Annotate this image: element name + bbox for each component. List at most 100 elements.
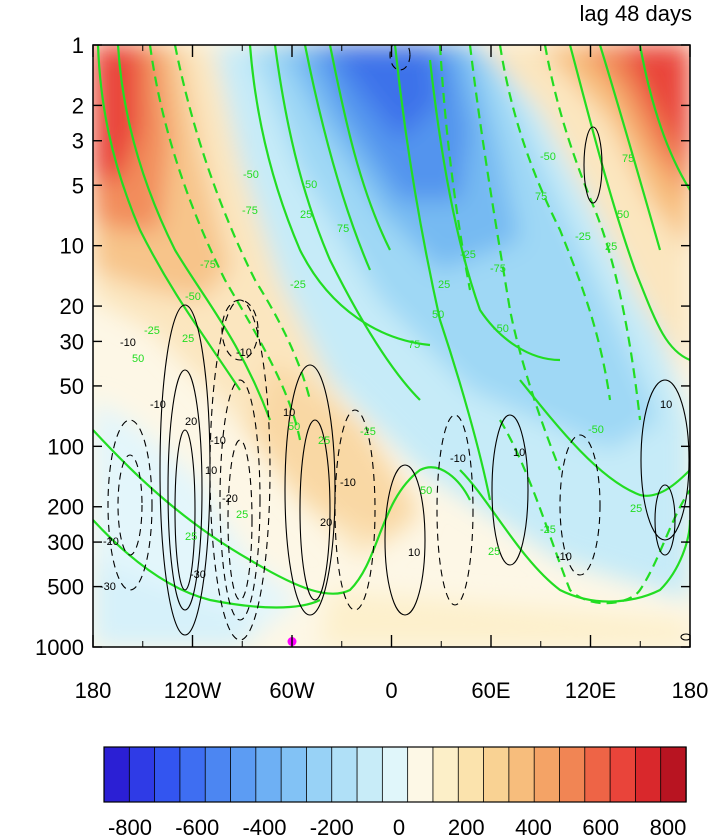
green-contour-label: 50 <box>420 485 432 497</box>
green-contour-line <box>273 45 421 401</box>
colorbar-swatch <box>634 746 662 803</box>
green-contour-label: -50 <box>243 169 259 181</box>
green-contour-line <box>638 45 690 191</box>
colorbar-swatch <box>331 746 358 803</box>
green-contour-line <box>148 45 302 441</box>
black-label-group: -10 -10 -10 20 -10 10 -20 -20 -30 -30 10… <box>100 337 672 593</box>
plot-area: -75 -50 -25 50 25 -50 -75 50 25 75 -25 7… <box>93 45 690 647</box>
black-contour-label: 20 <box>185 416 197 428</box>
y-tick-label: 500 <box>47 575 84 600</box>
black-contour-label: 20 <box>320 517 332 529</box>
y-tick-label: 3 <box>72 129 84 154</box>
black-contour <box>583 126 603 204</box>
green-contour-label: 25 <box>185 531 197 543</box>
cool-region-bottom <box>93 560 260 647</box>
black-contour-label: -10 <box>210 435 226 447</box>
green-contour-label: 75 <box>337 223 349 235</box>
colorbar-swatch <box>584 746 611 803</box>
colorbar-label: 400 <box>515 815 552 838</box>
warm-region-mid <box>250 360 420 540</box>
colorbar-swatch <box>483 746 510 803</box>
colorbar-swatch <box>128 746 156 803</box>
y-tick-label: 50 <box>60 374 84 399</box>
black-contour <box>174 429 196 591</box>
green-contour-label: 50 <box>305 179 317 191</box>
green-contour-label: 25 <box>488 546 500 558</box>
black-contour-label: -10 <box>450 453 466 465</box>
black-contour <box>384 464 426 616</box>
black-contour <box>491 414 529 566</box>
green-contour-line <box>568 45 690 362</box>
black-contour-label: -10 <box>150 399 166 411</box>
green-contour-label: -25 <box>460 249 476 261</box>
green-contour-line <box>393 45 492 501</box>
y-tick-label: 1 <box>72 33 84 58</box>
colorbar-swatch <box>204 746 232 803</box>
green-contour-line <box>459 469 690 603</box>
warm-region-left-4 <box>93 45 140 180</box>
green-contour-line <box>598 45 662 251</box>
green-contour-line <box>498 45 612 401</box>
colorbar-label: 600 <box>582 815 619 838</box>
x-tick-label: 60E <box>471 678 510 703</box>
green-contour-label: 25 <box>605 241 617 253</box>
x-tick-label: 60W <box>269 678 314 703</box>
black-contour <box>559 434 601 576</box>
y-tick-label: 10 <box>60 234 84 259</box>
green-contour-line <box>173 45 312 401</box>
green-contour-line <box>248 45 431 347</box>
colorbar-swatch <box>660 746 687 803</box>
colorbar-label: 200 <box>448 815 485 838</box>
black-contour <box>167 369 203 611</box>
colorbar-swatch <box>407 746 434 803</box>
green-contour-label: -25 <box>290 279 306 291</box>
green-label-group: -75 -50 -25 50 25 -50 -75 50 25 75 -25 7… <box>132 151 642 558</box>
black-contour-label: -30 <box>100 581 116 593</box>
colorbar-swatch <box>559 746 586 803</box>
green-contour-label: 25 <box>236 509 248 521</box>
green-contour-label: -50 <box>588 424 604 436</box>
x-tick-label: 180 <box>672 678 709 703</box>
green-contour-label: 75 <box>408 339 420 351</box>
black-contours <box>107 45 690 641</box>
green-contour-label: -75 <box>490 263 506 275</box>
green-contour-label: -75 <box>200 259 216 271</box>
green-contour-label: -50 <box>493 323 509 335</box>
colorbar-swatch <box>103 746 131 803</box>
colorbar-label: -400 <box>242 815 286 838</box>
green-contour-label: -50 <box>185 291 201 303</box>
green-contour-line <box>116 45 272 421</box>
black-contour <box>117 454 143 556</box>
green-contour-line <box>93 519 321 609</box>
black-contour <box>221 299 259 361</box>
chart-title: lag 48 days <box>579 1 692 26</box>
black-contour <box>436 414 474 606</box>
black-contour <box>107 419 153 591</box>
black-contour-label: 10 <box>660 399 672 411</box>
cool-region-core-3 <box>330 45 440 140</box>
y-tick-label: 30 <box>60 329 84 354</box>
black-contour-label: 10 <box>205 465 217 477</box>
colorbar-swatch <box>154 746 181 803</box>
x-tick-label: 120E <box>565 678 616 703</box>
colorbar-swatch <box>280 746 308 803</box>
green-contour-label: 25 <box>182 333 194 345</box>
green-contour-label: 25 <box>318 435 330 447</box>
green-contour-label: 75 <box>622 153 634 165</box>
black-contour <box>219 379 261 621</box>
black-contour-label: 10 <box>408 547 420 559</box>
black-contour <box>680 633 690 641</box>
green-contour-label: 50 <box>288 421 300 433</box>
black-contour <box>227 439 253 601</box>
colorbar-label: -200 <box>310 815 354 838</box>
colorbar-swatch <box>179 746 206 803</box>
warm-region-bottom <box>320 590 690 647</box>
colorbar-label: 800 <box>650 815 687 838</box>
colorbar-swatch <box>255 746 282 803</box>
green-contour-line <box>468 45 562 471</box>
green-contour-line <box>328 45 391 251</box>
y-tick-label: 2 <box>72 93 84 118</box>
y-tick-label: 1000 <box>35 635 84 660</box>
y-tick-label: 5 <box>72 173 84 198</box>
black-contour-label: -10 <box>236 347 252 359</box>
